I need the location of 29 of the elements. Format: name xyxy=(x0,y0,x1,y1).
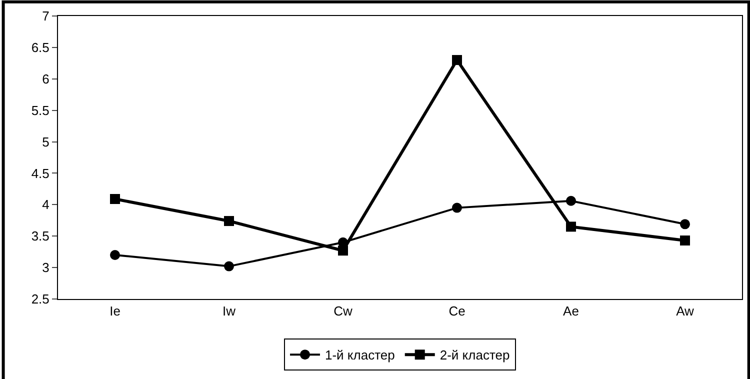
x-tick-label: Iw xyxy=(222,304,236,319)
point xyxy=(680,236,690,246)
legend-label: 2-й кластер xyxy=(440,348,510,363)
x-tick-label: Ae xyxy=(563,304,579,319)
point xyxy=(566,196,576,206)
point xyxy=(110,194,120,204)
y-tick-label: 7 xyxy=(42,8,50,24)
point xyxy=(110,250,120,260)
y-tick-label: 6.5 xyxy=(31,40,50,55)
legend-label: 1-й кластер xyxy=(325,348,395,363)
y-tick-label: 2.5 xyxy=(31,292,50,307)
x-tick-label: Ce xyxy=(448,304,466,319)
y-tick-label: 5.5 xyxy=(31,102,50,118)
x-tick-label: Cw xyxy=(334,304,353,319)
point xyxy=(224,216,234,226)
point xyxy=(452,55,462,66)
y-tick-label: 3.5 xyxy=(31,228,50,244)
x-tick-label: Aw xyxy=(676,304,695,319)
y-tick-label: 5 xyxy=(42,134,50,150)
point xyxy=(566,222,576,232)
point xyxy=(452,202,462,213)
x-tick-label: Ie xyxy=(110,304,120,319)
point xyxy=(338,246,348,256)
y-tick-label: 3 xyxy=(42,260,50,276)
point xyxy=(224,261,234,272)
y-tick-label: 4.5 xyxy=(31,166,50,181)
y-tick-label: 4 xyxy=(42,197,50,212)
y-tick-label: 6 xyxy=(42,71,50,86)
point xyxy=(680,219,690,230)
